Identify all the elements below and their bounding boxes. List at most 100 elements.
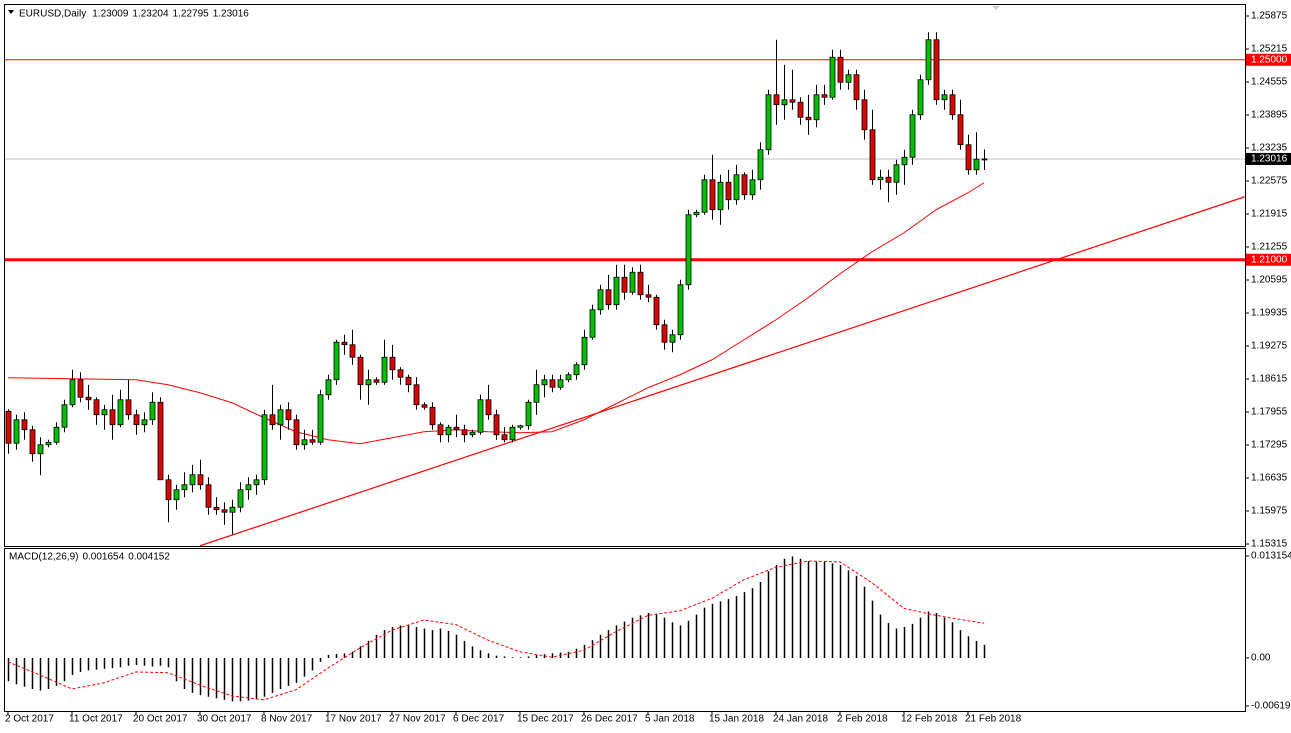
candle-body [901,156,908,166]
last-price-label: 1.23016 [1251,154,1288,165]
y-tick-label: 1.24555 [1251,77,1288,88]
x-tick-label: 6 Dec 2017 [453,714,505,725]
x-tick-label: 17 Nov 2017 [325,714,382,725]
y-tick-label: 1.21255 [1251,242,1288,253]
level-tag [1246,253,1291,266]
scroll-marker [992,6,1000,10]
candle-body [301,439,308,446]
x-tick-label: 2 Feb 2018 [837,714,888,725]
candle-body [397,369,404,378]
candle-body [637,271,644,296]
macd-value: 0.001654 [82,552,124,563]
x-tick-label: 11 Oct 2017 [69,714,123,725]
x-tick-label: 27 Nov 2017 [389,714,446,725]
candle-body [45,441,52,446]
candle-body [461,429,468,436]
menu-arrow[interactable] [8,10,14,14]
candle-body [221,509,228,513]
y-tick-label: -0.00619 [1251,701,1291,712]
candle-body [13,419,20,444]
candle-body [845,74,852,83]
moving-average [7,182,985,445]
candle-body [853,74,860,101]
candle-body [589,309,596,338]
y-tick-label: 1.15315 [1251,539,1288,550]
candle-body [405,376,412,386]
level-label: 1.25000 [1251,54,1288,65]
candle-body [477,399,484,433]
x-tick-label: 12 Feb 2018 [901,714,958,725]
candle-body [93,399,100,416]
y-tick-label: 1.23235 [1251,143,1288,154]
candle-body [821,94,828,98]
y-tick-label: 1.19935 [1251,308,1288,319]
y-tick-label: 1.19275 [1251,341,1288,352]
y-tick-label: 1.16635 [1251,473,1288,484]
x-tick-label: 24 Jan 2018 [773,714,828,725]
ohlc-value: 1.23016 [213,9,250,20]
y-tick-label: 0.00 [1251,653,1271,664]
candle-body [973,158,980,171]
candle-body [5,410,12,444]
price-panel-frame [4,4,1246,547]
macd-value: 0.004152 [128,552,170,563]
candle-body [613,276,620,306]
candle-body [829,56,836,98]
y-tick-label: 1.25875 [1251,11,1288,22]
candle-body [29,429,36,455]
candle-body [797,101,804,118]
macd-title: MACD(12,26,9) [9,552,78,563]
candle-body [677,284,684,336]
candle-body [517,425,524,428]
trend-line [199,196,1245,546]
candle-body [597,289,604,311]
candle-body [837,56,844,83]
y-tick-label: 1.17955 [1251,407,1288,418]
ohlc-value: 1.23009 [92,9,129,20]
candle-body [965,144,972,171]
x-tick-label: 15 Dec 2017 [517,714,574,725]
candle-body [925,39,932,81]
candle-body [173,489,180,501]
candle-body [869,129,876,181]
candle-body [157,401,164,481]
ohlc-value: 1.23204 [132,9,169,20]
candle-body [501,434,508,441]
candle-body [253,479,260,486]
candle-body [109,409,116,426]
candle-body [581,336,588,366]
candle-body [37,444,44,455]
candle-body [277,409,284,426]
candle-body [685,214,692,286]
y-tick-label: 1.21915 [1251,209,1288,220]
candle-body [285,409,292,421]
candle-body [533,384,540,403]
symbol-label: EURUSD,Daily [19,9,86,20]
candle-body [669,334,676,343]
candle-body [605,289,612,306]
candle-body [885,176,892,183]
x-tick-label: 20 Oct 2017 [133,714,188,725]
candle-body [85,396,92,401]
candle-body [909,114,916,158]
candle-body [645,294,652,298]
candle-body [725,181,732,201]
candle-body [981,158,988,161]
y-tick-label: 1.23895 [1251,110,1288,121]
candle-body [165,479,172,501]
candle-body [541,379,548,386]
candle-body [189,474,196,486]
y-tick-label: 1.18615 [1251,374,1288,385]
candle-body [325,379,332,396]
candle-body [653,296,660,326]
candle-body [949,94,956,116]
candle-body [485,399,492,416]
candle-body [741,174,748,196]
candle-body [133,414,140,426]
candle-body [773,94,780,106]
candle-body [717,181,724,211]
candle-body [957,114,964,146]
candle-body [749,179,756,196]
candle-body [205,484,212,508]
candle-body [805,116,812,121]
